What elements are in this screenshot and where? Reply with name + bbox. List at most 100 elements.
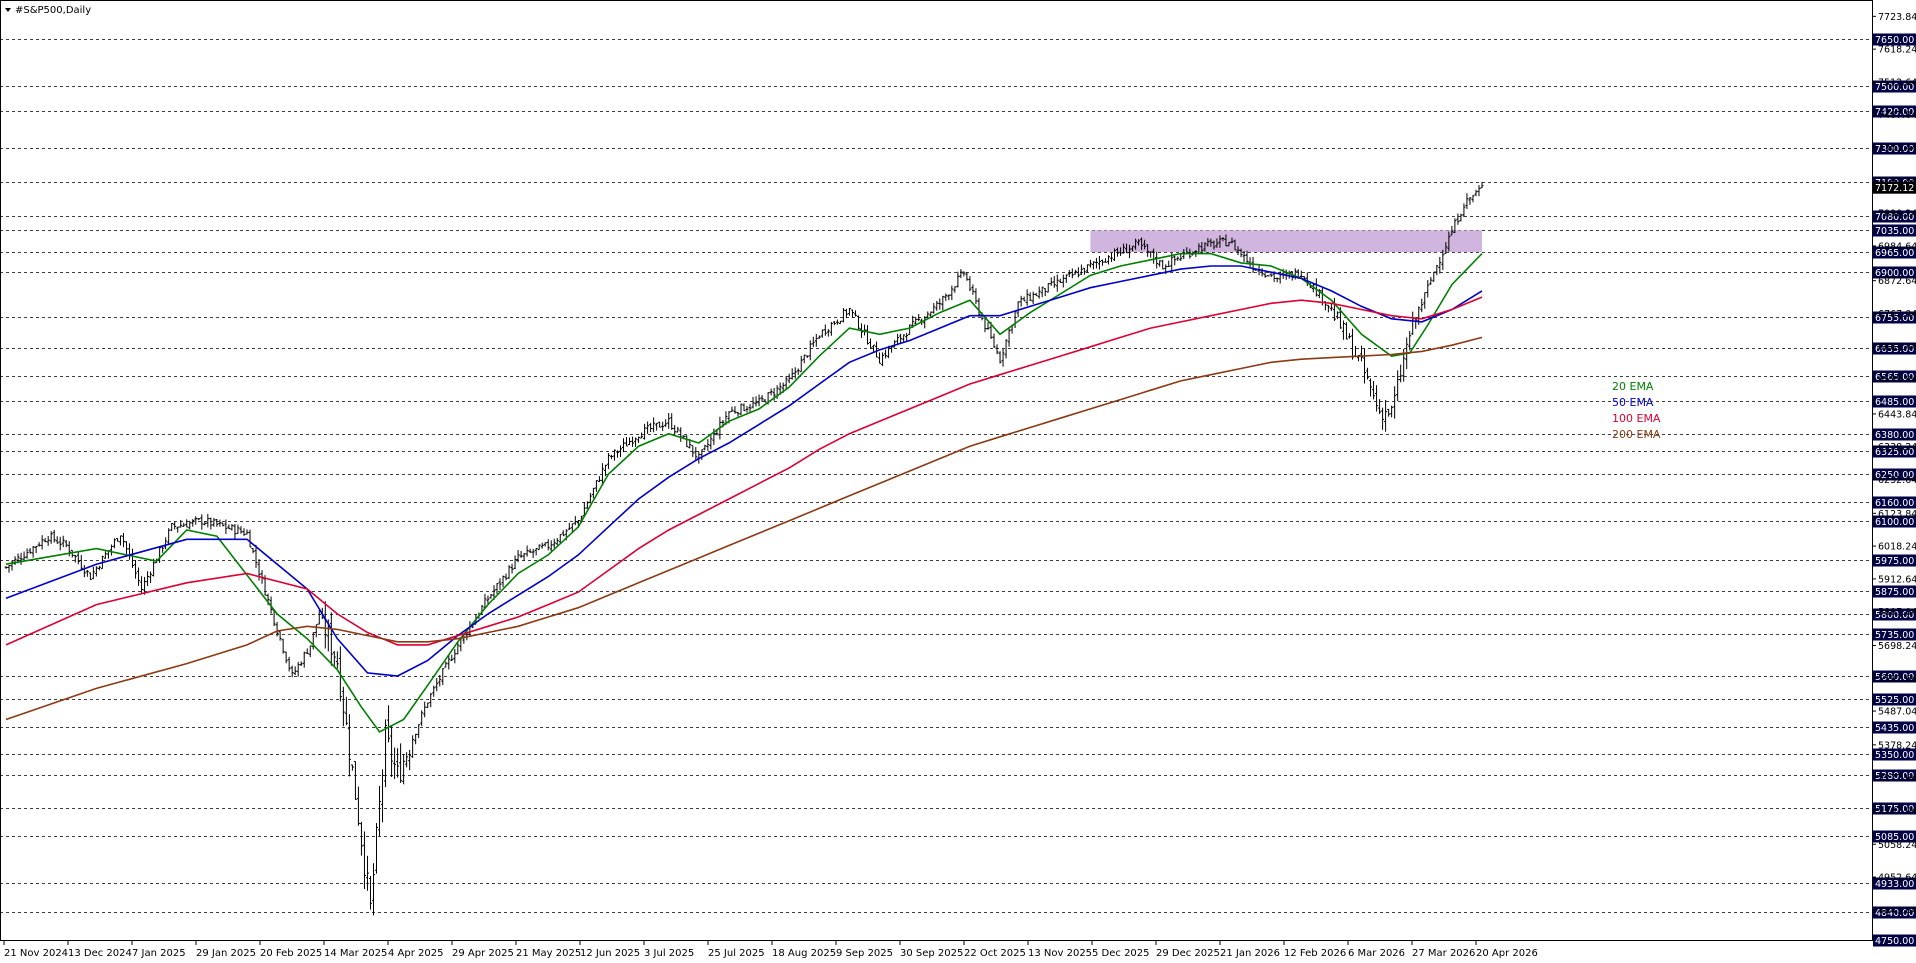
ohlc-bar xyxy=(884,349,888,359)
ohlc-bar xyxy=(844,308,848,319)
x-tick-label: 18 Aug 2025 xyxy=(772,948,836,959)
current-price-tag xyxy=(1873,181,1916,194)
ohlc-bar xyxy=(522,553,526,561)
level-price-tag xyxy=(1873,693,1916,706)
ohlc-bar xyxy=(811,336,815,348)
ohlc-bar xyxy=(950,285,954,301)
ohlc-bar xyxy=(161,545,165,553)
ohlc-bar xyxy=(173,521,177,530)
ohlc-bar xyxy=(1384,399,1388,432)
ohlc-bar xyxy=(507,565,511,579)
ohlc-bar xyxy=(365,855,369,891)
ohlc-bar xyxy=(847,307,851,316)
y-tick-label: 6123.84 xyxy=(1878,509,1916,520)
ohlc-bar xyxy=(1155,251,1159,269)
ohlc-bar xyxy=(191,519,195,527)
level-price-tag xyxy=(1873,628,1916,641)
y-tick-label: 7618.24 xyxy=(1878,45,1916,56)
ohlc-bar xyxy=(61,535,65,548)
ohlc-bar xyxy=(76,551,80,565)
level-price-tag xyxy=(1873,515,1916,528)
ohlc-bar xyxy=(46,536,50,546)
ohlc-bar xyxy=(628,437,632,446)
ohlc-bar xyxy=(447,655,451,670)
ohlc-bar xyxy=(652,417,656,433)
ohlc-bar xyxy=(414,733,418,745)
ohlc-bar xyxy=(926,311,930,319)
level-price-tag xyxy=(1873,468,1916,481)
collapse-triangle-icon[interactable] xyxy=(5,8,11,12)
x-tick-label: 7 Jan 2025 xyxy=(132,948,186,959)
ohlc-bar xyxy=(850,309,854,318)
y-tick-label: 6018.24 xyxy=(1878,542,1916,553)
ohlc-bar xyxy=(112,538,116,549)
ohlc-bar xyxy=(311,632,315,650)
ohlc-bar xyxy=(236,524,240,534)
ohlc-bar xyxy=(742,403,746,412)
y-tick-label: 5487.04 xyxy=(1878,707,1916,718)
ohlc-bar xyxy=(1146,244,1150,257)
ohlc-bar xyxy=(1137,239,1141,246)
zone-rect xyxy=(1090,230,1482,253)
ohlc-bar xyxy=(555,538,559,546)
ohlc-bar xyxy=(631,436,635,447)
ohlc-bar xyxy=(1390,405,1394,418)
level-price-label: 7035.00 xyxy=(1875,226,1914,237)
ohlc-bar xyxy=(540,542,544,549)
ohlc-bar xyxy=(70,549,74,558)
ohlc-bar xyxy=(703,444,707,451)
ohlc-bar xyxy=(1372,380,1376,400)
ohlc-bar xyxy=(1122,243,1126,254)
ohlc-bar xyxy=(200,514,204,530)
y-tick-label: 6767.04 xyxy=(1878,309,1916,320)
x-tick-label: 9 Sep 2025 xyxy=(836,948,893,959)
ohlc-bar xyxy=(841,308,845,323)
ohlc-bar xyxy=(736,411,740,417)
ohlc-bar xyxy=(1088,259,1092,268)
y-tick-label: 7301.44 xyxy=(1878,143,1916,154)
ohlc-bar xyxy=(149,571,153,584)
ohlc-bar xyxy=(230,524,234,531)
ohlc-bar xyxy=(1387,408,1391,417)
ohlc-bar xyxy=(585,501,589,509)
ohlc-bar xyxy=(513,555,517,570)
ohlc-bar xyxy=(986,322,990,330)
level-price-label: 7420.00 xyxy=(1875,107,1914,118)
ohlc-bar xyxy=(1399,364,1403,383)
ohlc-bar xyxy=(332,650,336,666)
ohlc-bar xyxy=(359,821,363,856)
level-price-label: 5800.00 xyxy=(1875,610,1914,621)
x-tick-label: 21 Nov 2024 xyxy=(4,948,68,959)
ohlc-bar xyxy=(1203,242,1207,252)
y-tick-label: 5272.64 xyxy=(1878,773,1916,784)
ohlc-bar xyxy=(519,550,523,558)
level-price-tag xyxy=(1873,266,1916,279)
ohlc-bar xyxy=(528,548,532,553)
ohlc-bar xyxy=(826,329,830,337)
level-price-tag xyxy=(1873,311,1916,324)
ohlc-bar xyxy=(1167,260,1171,268)
y-tick-label: 7407.04 xyxy=(1878,110,1916,121)
ohlc-bar xyxy=(203,521,207,526)
ohlc-bar xyxy=(606,453,610,470)
ohlc-bar xyxy=(179,519,183,528)
ohlc-bar xyxy=(109,544,113,556)
ohlc-bar xyxy=(387,705,391,743)
ohlc-bar xyxy=(426,702,430,708)
level-price-label: 5435.00 xyxy=(1875,723,1914,734)
ohlc-bar xyxy=(908,324,912,335)
ohlc-bar xyxy=(137,567,141,586)
level-price-label: 6325.00 xyxy=(1875,447,1914,458)
ohlc-bar xyxy=(1347,333,1351,339)
y-tick-label: 7723.84 xyxy=(1878,12,1916,23)
chart-header[interactable]: #S&P500,Daily xyxy=(5,5,91,16)
y-tick-label: 4847.04 xyxy=(1878,905,1916,916)
level-price-tag xyxy=(1873,445,1916,458)
ohlc-bar xyxy=(19,552,23,565)
y-tick-label: 6661.44 xyxy=(1878,342,1916,353)
ohlc-bar xyxy=(1245,250,1249,265)
x-tick-label: 20 Feb 2025 xyxy=(260,948,322,959)
ohlc-bar xyxy=(1432,271,1436,282)
ohlc-bar xyxy=(974,288,978,304)
ohlc-bar xyxy=(1058,278,1062,283)
